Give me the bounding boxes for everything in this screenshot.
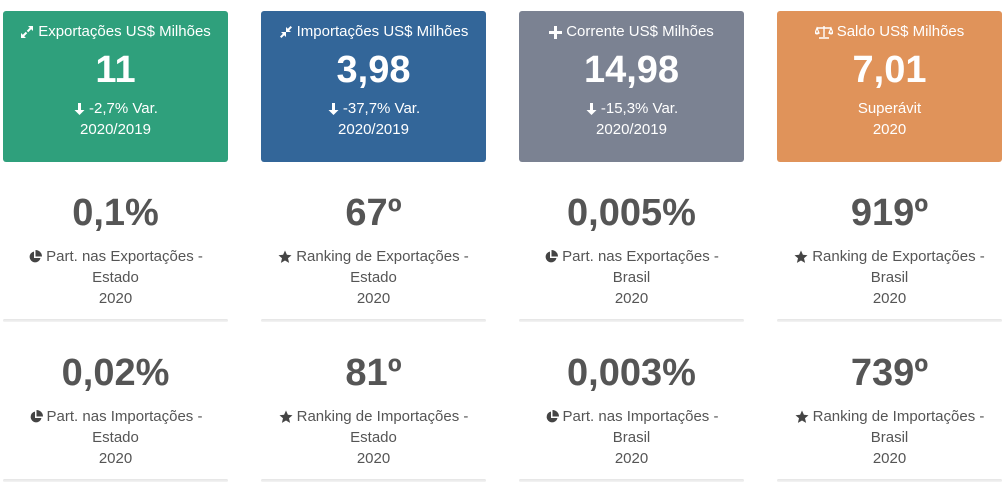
stat-year: 2020 (872, 450, 907, 467)
trade-flow-period: 2020/2019 (596, 121, 667, 138)
stat-value: 739º (850, 352, 929, 394)
stat-label: Part. nas Importações - (29, 406, 202, 427)
imports-period: 2020/2019 (338, 121, 409, 138)
stat-label: Part. nas Exportações - (544, 246, 719, 267)
trade-flow-value: 14,98 (583, 49, 680, 91)
stat-scope: Brasil (870, 269, 909, 286)
exports-card-title: Exportações US$ Milhões (20, 23, 211, 41)
export-ranking-brazil-card: 919º Ranking de Exportações - Brasil 202… (777, 162, 1002, 322)
import-share-brazil-card: 0,003% Part. nas Importações - Brasil 20… (519, 322, 744, 482)
expand-arrows-icon (20, 25, 34, 39)
star-icon (795, 410, 809, 424)
stat-label: Ranking de Exportações - (794, 246, 985, 267)
stat-value: 0,005% (567, 192, 696, 234)
trade-flow-card-title: Corrente US$ Milhões (549, 23, 714, 41)
imports-value: 3,98 (336, 49, 411, 91)
stat-value: 0,003% (567, 352, 696, 394)
stat-value: 67º (345, 192, 402, 234)
stat-scope: Brasil (612, 429, 651, 446)
stat-year: 2020 (614, 290, 649, 307)
pie-chart-icon (544, 249, 559, 264)
stat-year: 2020 (872, 290, 907, 307)
compress-arrows-icon (279, 25, 293, 39)
stat-label: Ranking de Importações - (279, 406, 468, 427)
plus-icon (549, 25, 563, 39)
imports-variation: -37,7% Var. (327, 98, 420, 119)
stat-scope: Brasil (612, 269, 651, 286)
stat-label: Part. nas Exportações - (28, 246, 203, 267)
stat-year: 2020 (614, 450, 649, 467)
exports-period: 2020/2019 (80, 121, 151, 138)
star-icon (279, 410, 293, 424)
trade-flow-variation: -15,3% Var. (585, 98, 678, 119)
imports-card-title: Importações US$ Milhões (279, 23, 468, 41)
stat-value: 919º (850, 192, 929, 234)
stat-value: 0,02% (61, 352, 170, 394)
stat-scope: Estado (92, 429, 139, 446)
pie-chart-icon (29, 409, 43, 424)
stat-year: 2020 (356, 450, 391, 467)
export-share-state-card: 0,1% Part. nas Exportações - Estado 2020 (3, 162, 228, 322)
star-icon (278, 250, 292, 264)
export-share-brazil-card: 0,005% Part. nas Exportações - Brasil 20… (519, 162, 744, 322)
pie-chart-icon (545, 409, 559, 424)
dashboard-grid: Exportações US$ Milhões 11 -2,7% Var. 20… (3, 11, 1002, 482)
stat-year: 2020 (98, 450, 133, 467)
stat-scope: Estado (350, 429, 397, 446)
star-icon (794, 250, 808, 264)
stat-label: Ranking de Exportações - (278, 246, 469, 267)
import-ranking-brazil-card: 739º Ranking de Importações - Brasil 202… (777, 322, 1002, 482)
balance-status: Superávit (857, 100, 922, 117)
pie-chart-icon (28, 249, 43, 264)
arrow-down-icon (73, 102, 86, 116)
stat-scope: Brasil (870, 429, 909, 446)
stat-scope: Estado (350, 269, 397, 286)
stat-value: 81º (345, 352, 402, 394)
balance-value: 7,01 (852, 49, 927, 91)
stat-value: 0,1% (72, 192, 159, 234)
stat-scope: Estado (92, 269, 139, 286)
balance-card-title: Saldo US$ Milhões (814, 23, 964, 41)
arrow-down-icon (585, 102, 598, 116)
balance-card: Saldo US$ Milhões 7,01 Superávit 2020 (777, 11, 1002, 162)
stat-year: 2020 (98, 290, 133, 307)
imports-card: Importações US$ Milhões 3,98 -37,7% Var.… (261, 11, 486, 162)
balance-scale-icon (814, 25, 833, 39)
stat-label: Part. nas Importações - (545, 406, 718, 427)
import-ranking-state-card: 81º Ranking de Importações - Estado 2020 (261, 322, 486, 482)
stat-year: 2020 (356, 290, 391, 307)
arrow-down-icon (327, 102, 340, 116)
exports-value: 11 (95, 49, 136, 91)
exports-variation: -2,7% Var. (73, 98, 158, 119)
exports-card: Exportações US$ Milhões 11 -2,7% Var. 20… (3, 11, 228, 162)
stat-label: Ranking de Importações - (795, 406, 984, 427)
import-share-state-card: 0,02% Part. nas Importações - Estado 202… (3, 322, 228, 482)
export-ranking-state-card: 67º Ranking de Exportações - Estado 2020 (261, 162, 486, 322)
trade-flow-card: Corrente US$ Milhões 14,98 -15,3% Var. 2… (519, 11, 744, 162)
balance-period: 2020 (872, 121, 907, 138)
